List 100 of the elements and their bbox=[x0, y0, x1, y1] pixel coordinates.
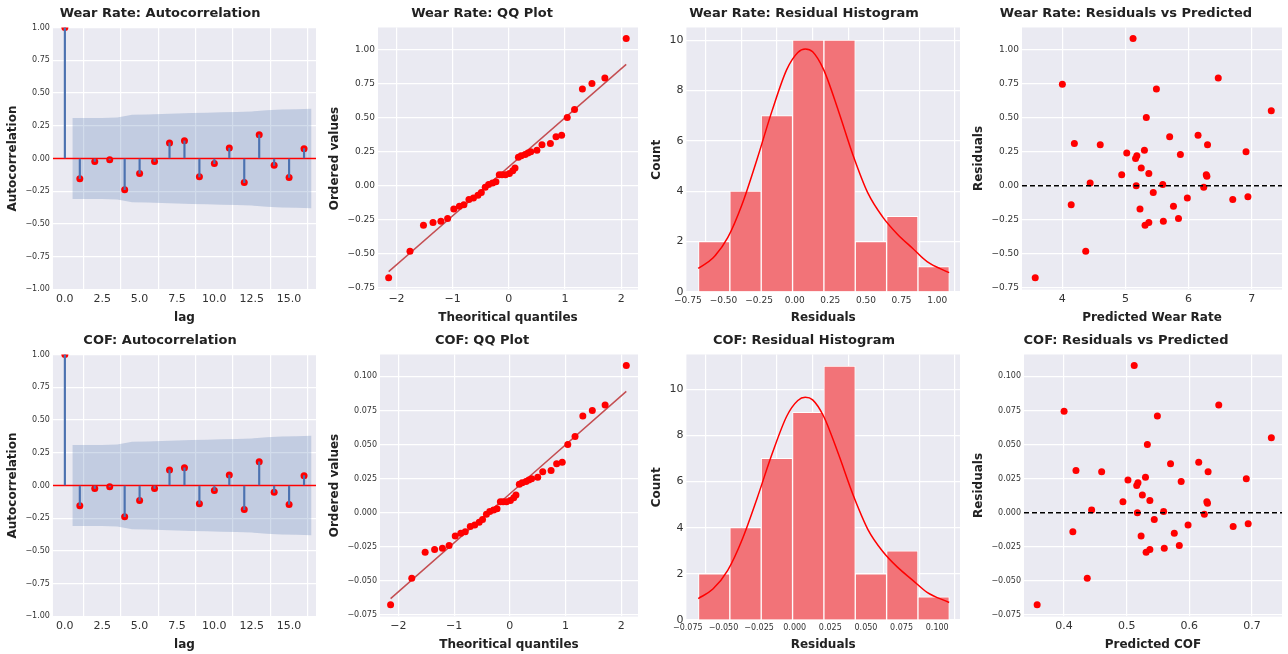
chart-title: COF: Autocorrelation bbox=[83, 332, 237, 348]
y-axis-title: Residuals bbox=[971, 452, 986, 519]
chart-title: Wear Rate: Residuals vs Predicted bbox=[999, 5, 1253, 21]
y-tick-label: −0.075 bbox=[347, 610, 378, 620]
y-axis-title: Autocorrelation bbox=[5, 105, 20, 212]
y-tick-label: 0.100 bbox=[998, 371, 1022, 381]
y-tick-label: −0.50 bbox=[991, 248, 1020, 259]
x-tick-label: −1 bbox=[446, 618, 463, 632]
y-tick-label: −1.00 bbox=[25, 284, 50, 294]
y-tick-label: 1.00 bbox=[32, 22, 50, 32]
y-tick-label: −0.025 bbox=[347, 541, 378, 551]
y-tick-label: 0.050 bbox=[998, 439, 1022, 449]
x-tick-label: 12.5 bbox=[239, 291, 264, 305]
x-tick-label: 0 bbox=[505, 291, 513, 305]
y-tick-label: −0.025 bbox=[991, 541, 1022, 551]
y-tick-label: 0.025 bbox=[354, 473, 378, 483]
y-tick-label: −0.75 bbox=[25, 578, 50, 588]
x-tick-label: 5 bbox=[1121, 291, 1129, 305]
x-tick-label: −0.050 bbox=[708, 622, 739, 632]
y-tick-label: −0.75 bbox=[991, 282, 1019, 293]
y-tick-label: 0.100 bbox=[354, 371, 378, 381]
y-tick-label: 0.00 bbox=[998, 180, 1020, 191]
y-tick-label: 0.000 bbox=[998, 507, 1022, 517]
y-tick-label: 0.25 bbox=[354, 146, 375, 157]
y-tick-label: 10 bbox=[669, 382, 684, 396]
y-tick-label: 4 bbox=[676, 184, 684, 198]
x-tick-label: 0.7 bbox=[1243, 618, 1261, 632]
y-axis-title: Ordered values bbox=[327, 433, 342, 538]
x-tick-label: 0.00 bbox=[784, 294, 805, 305]
x-axis-title: Predicted COF bbox=[1104, 636, 1202, 651]
y-axis-title: Autocorrelation bbox=[5, 432, 20, 539]
x-tick-label: 0.5 bbox=[1117, 618, 1136, 632]
x-tick-label: 7.5 bbox=[168, 618, 186, 632]
x-tick-label: 1 bbox=[562, 618, 570, 632]
y-tick-label: 0.50 bbox=[998, 111, 1020, 122]
x-tick-label: −0.025 bbox=[744, 622, 774, 632]
x-tick-label: 4 bbox=[1058, 291, 1066, 305]
chart-title: Wear Rate: QQ Plot bbox=[411, 5, 553, 21]
chart-title: Wear Rate: Residual Histogram bbox=[689, 5, 919, 21]
x-tick-label: 0.000 bbox=[783, 622, 807, 632]
x-tick-label: 0.6 bbox=[1180, 618, 1199, 632]
x-tick-label: −1 bbox=[444, 291, 461, 305]
x-tick-label: −2 bbox=[390, 618, 407, 632]
x-tick-label: 0 bbox=[506, 618, 514, 632]
x-tick-label: 2.5 bbox=[93, 291, 111, 305]
x-axis-title: Theoritical quantiles bbox=[438, 309, 578, 324]
y-tick-label: −0.50 bbox=[25, 219, 50, 229]
x-tick-label: 0.4 bbox=[1055, 618, 1073, 632]
x-axis-title: lag bbox=[174, 309, 195, 324]
y-tick-label: 1.00 bbox=[998, 43, 1020, 54]
y-tick-label: −0.25 bbox=[347, 214, 375, 225]
x-tick-label: 2 bbox=[617, 291, 625, 305]
x-tick-label: 5.0 bbox=[130, 618, 149, 632]
y-tick-label: 0.075 bbox=[354, 405, 378, 415]
chart-title: Wear Rate: Autocorrelation bbox=[59, 5, 261, 21]
y-tick-label: 0.25 bbox=[32, 447, 50, 457]
x-tick-label: 1 bbox=[561, 291, 569, 305]
y-tick-label: 10 bbox=[669, 33, 684, 47]
y-tick-label: 0.75 bbox=[32, 55, 50, 65]
x-tick-label: 2.5 bbox=[93, 618, 111, 632]
y-tick-label: −0.50 bbox=[25, 546, 50, 556]
x-axis-title: lag bbox=[174, 636, 195, 651]
x-tick-label: 0.25 bbox=[820, 294, 841, 305]
y-tick-label: −0.050 bbox=[347, 576, 378, 586]
y-tick-label: 0.50 bbox=[32, 88, 50, 98]
y-tick-label: −0.25 bbox=[25, 186, 50, 196]
y-tick-label: 6 bbox=[676, 474, 684, 488]
y-axis-title: Residuals bbox=[971, 125, 986, 192]
y-tick-label: 1.00 bbox=[32, 349, 50, 359]
y-tick-label: 6 bbox=[676, 133, 684, 147]
x-tick-label: 10.0 bbox=[202, 618, 227, 632]
x-tick-label: 7.5 bbox=[168, 291, 186, 305]
x-tick-label: 0.50 bbox=[855, 294, 877, 305]
x-tick-label: −2 bbox=[388, 291, 405, 305]
y-tick-label: 0.50 bbox=[32, 415, 50, 425]
y-tick-label: 2 bbox=[676, 234, 684, 248]
x-tick-label: 0.75 bbox=[891, 294, 912, 305]
x-tick-label: 0.025 bbox=[818, 622, 842, 632]
x-tick-label: 12.5 bbox=[239, 618, 264, 632]
y-tick-label: 0.00 bbox=[32, 480, 50, 490]
x-tick-label: 0.100 bbox=[925, 622, 949, 632]
x-tick-label: 15.0 bbox=[276, 618, 302, 632]
x-axis-title: Theoritical quantiles bbox=[439, 636, 579, 651]
x-tick-label: 5.0 bbox=[130, 291, 149, 305]
y-tick-label: 1.00 bbox=[354, 43, 376, 54]
x-tick-label: 0.0 bbox=[56, 618, 74, 632]
x-axis-title: Predicted Wear Rate bbox=[1082, 309, 1222, 324]
y-tick-label: −0.050 bbox=[991, 576, 1022, 586]
x-tick-label: 0.075 bbox=[890, 622, 914, 632]
x-tick-label: 0.0 bbox=[56, 291, 74, 305]
y-tick-label: −0.075 bbox=[991, 610, 1022, 620]
x-tick-label: 10.0 bbox=[202, 291, 227, 305]
chart-title: COF: Residuals vs Predicted bbox=[1023, 332, 1229, 348]
x-tick-label: 0.050 bbox=[854, 622, 878, 632]
y-tick-label: 0.000 bbox=[354, 507, 378, 517]
y-tick-label: −0.50 bbox=[347, 248, 376, 259]
y-tick-label: −0.75 bbox=[25, 251, 50, 261]
x-tick-label: −0.25 bbox=[745, 294, 773, 305]
y-tick-label: 8 bbox=[676, 83, 684, 97]
x-tick-label: 2 bbox=[617, 618, 625, 632]
